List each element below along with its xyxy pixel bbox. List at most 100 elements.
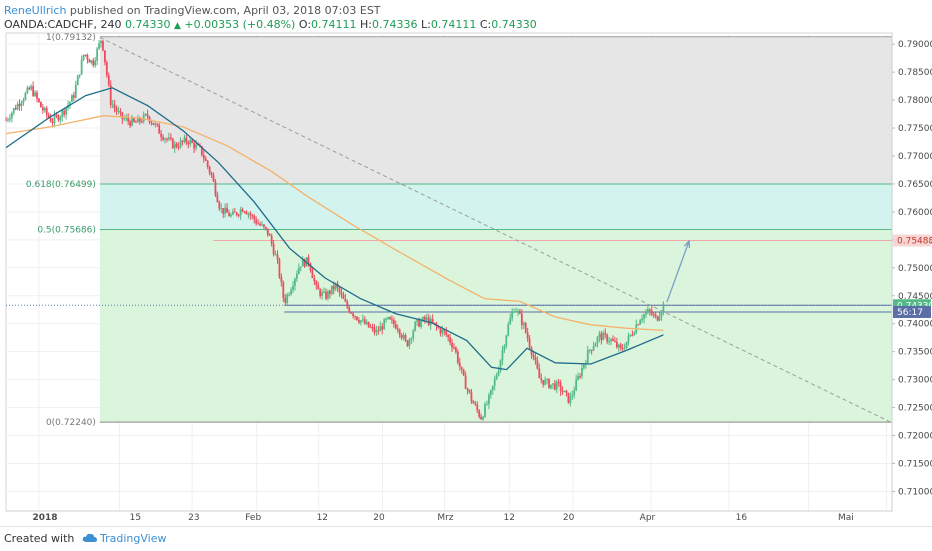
- candle-body: [257, 223, 260, 225]
- candle: [573, 386, 576, 399]
- candle: [567, 392, 570, 404]
- candle-body: [513, 311, 515, 313]
- candle-body: [111, 104, 114, 106]
- candle-body: [321, 292, 324, 296]
- candle-body: [422, 317, 424, 322]
- candle: [513, 308, 515, 313]
- candle-body: [610, 339, 612, 342]
- candle-body: [573, 390, 576, 395]
- candle: [536, 356, 539, 370]
- candle: [282, 280, 285, 303]
- price-chart[interactable]: 1(0.79132) 0.618(0.76499) 0.5(0.75686) 0(0.…: [0, 0, 932, 526]
- candle-body: [135, 121, 137, 123]
- candle: [391, 315, 393, 324]
- candle: [431, 314, 434, 324]
- candle: [451, 338, 453, 352]
- candle: [57, 113, 60, 123]
- candle-body: [218, 202, 221, 209]
- candle-body: [282, 282, 285, 299]
- candle-body: [590, 349, 593, 351]
- candle-body: [148, 116, 151, 122]
- candle-body: [76, 75, 79, 86]
- candle-body: [524, 323, 527, 333]
- candle-body: [226, 207, 228, 213]
- candle: [237, 213, 240, 218]
- candle: [528, 335, 531, 350]
- candle-body: [522, 323, 525, 326]
- candle: [14, 104, 17, 111]
- fib-level-label: 0.5(0.75686): [37, 225, 96, 235]
- tradingview-brand-link[interactable]: TradingView: [100, 532, 167, 545]
- candle: [472, 399, 475, 404]
- candle: [660, 311, 663, 321]
- candle-body: [625, 341, 628, 348]
- candle: [579, 373, 581, 380]
- candle-body: [41, 107, 44, 111]
- candle-body: [32, 86, 35, 96]
- candle-body: [7, 119, 9, 121]
- author-link[interactable]: ReneUllrich: [4, 4, 67, 17]
- candle-body: [212, 174, 215, 182]
- candle-body: [511, 312, 514, 319]
- candle: [317, 281, 320, 290]
- candle: [379, 321, 382, 332]
- candle: [658, 312, 661, 322]
- candle: [385, 317, 387, 323]
- candle-body: [546, 379, 548, 381]
- candle: [445, 327, 448, 337]
- candle-body: [600, 333, 603, 341]
- candle: [284, 294, 287, 306]
- candle: [263, 224, 265, 230]
- candle-body: [338, 287, 341, 293]
- candle: [162, 134, 164, 142]
- candle-body: [109, 84, 112, 105]
- candle: [76, 74, 79, 86]
- candle-body: [328, 291, 331, 294]
- price-tick-label: 0.77000: [898, 152, 932, 162]
- candle-body: [280, 277, 283, 283]
- candle-body: [74, 85, 77, 98]
- candle: [268, 233, 271, 236]
- candle-body: [28, 87, 31, 90]
- high-label: H:: [360, 18, 373, 31]
- candle-body: [266, 228, 269, 235]
- candle-body: [193, 142, 196, 149]
- price-tick-label: 0.73500: [898, 348, 932, 358]
- price-tick-label: 0.72500: [898, 404, 932, 414]
- candle-body: [487, 395, 490, 405]
- candle: [270, 233, 273, 247]
- price-tick-label: 0.77500: [898, 124, 932, 134]
- publish-info: ReneUllrich published on TradingView.com…: [4, 4, 381, 17]
- candle-body: [100, 40, 102, 44]
- open-label: O:: [298, 18, 312, 31]
- candle: [619, 342, 622, 351]
- candle: [604, 328, 607, 339]
- candle-body: [652, 314, 655, 316]
- candle-body: [311, 270, 314, 279]
- candle-body: [202, 154, 205, 159]
- candle-body: [241, 209, 244, 212]
- candle: [202, 150, 205, 163]
- candle-body: [206, 160, 209, 167]
- candle: [559, 379, 562, 396]
- candle: [36, 90, 38, 103]
- fib-level-label: 0.618(0.76499): [26, 180, 96, 190]
- candle-body: [24, 93, 27, 100]
- candle-body: [245, 211, 248, 215]
- tradingview-logo-icon: [82, 533, 97, 542]
- candle-body: [515, 311, 517, 313]
- candle: [102, 40, 104, 52]
- candle: [555, 379, 558, 394]
- candle: [458, 357, 461, 371]
- candle: [464, 371, 467, 390]
- price-tick-label: 0.76500: [898, 180, 932, 190]
- candle-body: [416, 319, 419, 322]
- candle-body: [274, 254, 277, 256]
- candle: [365, 319, 368, 326]
- candle: [61, 109, 64, 122]
- time-tick-label: 20: [563, 513, 575, 523]
- candle-body: [480, 416, 483, 420]
- candle: [328, 289, 331, 299]
- candle-body: [107, 75, 110, 85]
- candle-body: [619, 344, 622, 349]
